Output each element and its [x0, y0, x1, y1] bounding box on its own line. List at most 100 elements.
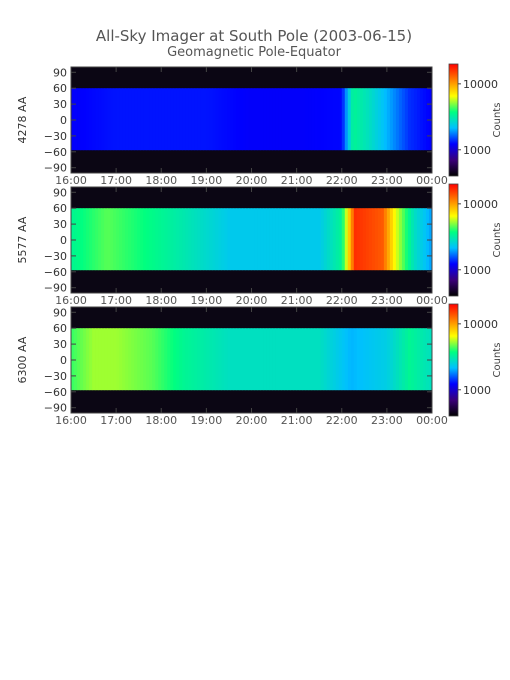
heatmap-column [272, 328, 276, 391]
heatmap-column [293, 328, 298, 391]
heatmap-column [326, 208, 331, 271]
heatmap-column [119, 208, 123, 271]
panel-ylabel: 6300 AA [16, 336, 29, 383]
x-tick-label: 21:00 [281, 414, 313, 427]
heatmap-column [167, 328, 171, 391]
heatmap-column [116, 328, 120, 391]
heatmap-column [290, 208, 295, 271]
x-tick-label: 20:00 [236, 174, 268, 187]
heatmap-column [197, 88, 201, 151]
heatmap-column [92, 208, 96, 271]
colorbar [448, 183, 459, 297]
heatmap-column [188, 328, 192, 391]
heatmap-column [245, 208, 249, 271]
y-tick-label: 90 [53, 186, 67, 199]
x-tick-label: 20:00 [236, 414, 268, 427]
heatmap-column [395, 88, 400, 151]
heatmap-column [185, 208, 189, 271]
heatmap-column [413, 328, 418, 391]
heatmap-column [149, 328, 153, 391]
heatmap-column [383, 208, 388, 271]
heatmap-column [248, 88, 252, 151]
heatmap-column [368, 208, 373, 271]
heatmap-column [287, 208, 292, 271]
heatmap-column [176, 88, 180, 151]
heatmap-column [305, 88, 310, 151]
heatmap-column [377, 208, 382, 271]
heatmap-column [167, 208, 171, 271]
heatmap-column [236, 208, 240, 271]
heatmap-column [392, 88, 397, 151]
heatmap-column [113, 208, 117, 271]
heatmap-column [71, 88, 75, 151]
heatmap-column [296, 328, 301, 391]
heatmap-column [116, 88, 120, 151]
heatmap-column [86, 88, 90, 151]
heatmap-column [266, 328, 270, 391]
heatmap-column [161, 328, 165, 391]
x-tick-label: 18:00 [145, 294, 177, 307]
heatmap-column [383, 328, 388, 391]
y-tick-label: −90 [44, 162, 67, 175]
x-tick-label: 18:00 [145, 174, 177, 187]
heatmap-column [335, 208, 340, 271]
heatmap-column [230, 88, 234, 151]
heatmap-column [329, 88, 334, 151]
x-tick-label: 17:00 [100, 174, 132, 187]
heatmap-column [77, 208, 81, 271]
x-tick-label: 22:00 [326, 414, 358, 427]
y-tick-label: 60 [53, 202, 67, 215]
heatmap-column [110, 208, 114, 271]
colorbar-tick-label: 10000 [463, 198, 498, 211]
heatmap-column [305, 208, 310, 271]
heatmap-column [233, 88, 237, 151]
heatmap-column [407, 208, 412, 271]
heatmap-column [314, 208, 319, 271]
y-tick-label: 30 [53, 98, 67, 111]
heatmap-column [149, 208, 153, 271]
heatmap-column [266, 88, 270, 151]
heatmap-column [134, 208, 138, 271]
x-tick-label: 21:00 [281, 174, 313, 187]
chart-subtitle: Geomagnetic Pole-Equator [167, 45, 341, 60]
heatmap-column [371, 328, 376, 391]
colorbar-label: Counts [492, 343, 503, 378]
heatmap-column [317, 208, 322, 271]
y-tick-label: 30 [53, 218, 67, 231]
heatmap-column [104, 328, 108, 391]
heatmap-column [254, 328, 258, 391]
heatmap-column [353, 208, 358, 271]
heatmap-column [179, 208, 183, 271]
heatmap-column [401, 328, 406, 391]
heatmap-column [194, 328, 198, 391]
panel-ylabel: 5577 AA [16, 216, 29, 263]
heatmap-column [362, 328, 367, 391]
heatmap-column [239, 208, 243, 271]
heatmap-column [344, 208, 349, 271]
heatmap-column [86, 208, 90, 271]
heatmap-column [332, 208, 337, 271]
heatmap-column [242, 328, 246, 391]
heatmap-column [338, 208, 343, 271]
heatmap-column [143, 328, 147, 391]
heatmap-column [377, 328, 382, 391]
heatmap-column [197, 328, 201, 391]
heatmap-column [422, 208, 427, 271]
heatmap-column [281, 328, 285, 391]
heatmap-column [299, 88, 304, 151]
heatmap-column [311, 88, 316, 151]
heatmap-column [212, 328, 216, 391]
heatmap-column [206, 328, 210, 391]
y-tick-label: −60 [44, 266, 67, 279]
heatmap-column [194, 88, 198, 151]
heatmap-column [158, 328, 162, 391]
heatmap-column [392, 208, 397, 271]
heatmap-column [122, 208, 126, 271]
heatmap-column [284, 208, 288, 271]
x-tick-label: 19:00 [191, 294, 223, 307]
heatmap-column [428, 328, 433, 391]
heatmap-column [110, 328, 114, 391]
heatmap-column [308, 88, 313, 151]
